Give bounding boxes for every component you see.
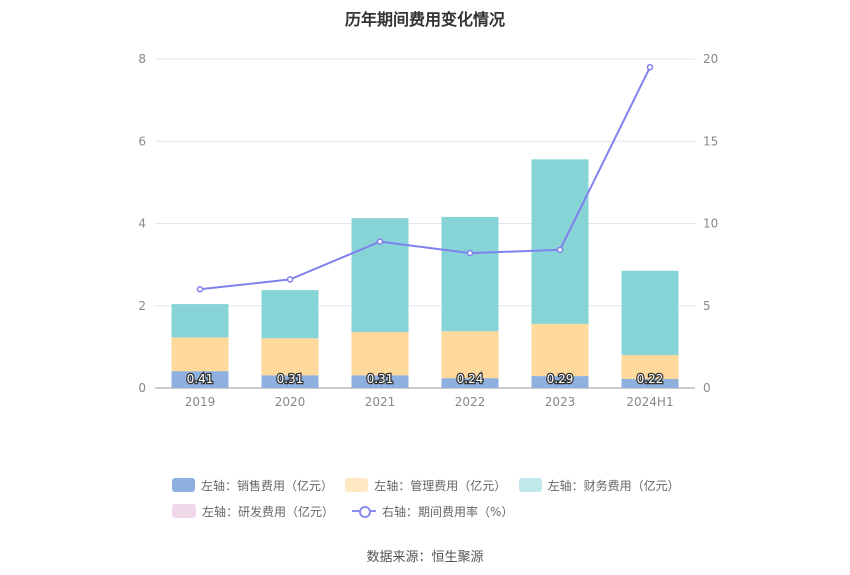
legend-item-ratio[interactable]: 右轴：期间费用率（%） <box>352 503 513 520</box>
ratio-point <box>376 238 384 245</box>
x-tick-label: 2021 <box>365 395 396 409</box>
y-right-tick-label: 10 <box>703 217 718 231</box>
chart-plot: 0 2 4 6 8 0 5 10 15 20 2019 2020 2021 2022 2023 2024H1 0… <box>138 52 718 409</box>
x-tick-label: 2020 <box>275 395 306 409</box>
data-label-sales: 0.41 <box>187 372 214 386</box>
bar-finance <box>261 290 319 339</box>
ratio-point <box>196 286 204 293</box>
legend-swatch-sales <box>172 478 195 492</box>
bar-admin <box>441 331 499 379</box>
bar-admin <box>171 337 229 372</box>
y-left-tick-label: 0 <box>138 381 146 395</box>
legend-label-admin: 左轴：管理费用（亿元） <box>374 478 507 493</box>
legend-label-sales: 左轴：销售费用（亿元） <box>200 478 333 493</box>
legend-swatch-ratio <box>352 504 377 518</box>
bar-sales <box>351 375 409 388</box>
chart-title: 历年期间费用变化情况 <box>344 10 505 29</box>
bar-admin <box>351 332 409 376</box>
data-source: 数据来源：恒生聚源 <box>366 550 484 565</box>
legend-label-ratio: 右轴：期间费用率（%） <box>382 504 514 519</box>
x-tick-label: 2023 <box>545 395 576 409</box>
legend-swatch-admin <box>345 478 369 492</box>
y-left-tick-label: 4 <box>138 217 146 231</box>
legend-item-admin[interactable]: 左轴：管理费用（亿元） <box>345 477 507 494</box>
bar-finance <box>351 218 409 333</box>
y-right-tick-label: 5 <box>703 299 711 313</box>
y-left-tick-label: 8 <box>138 52 146 66</box>
legend-item-finance[interactable]: 左轴：财务费用（亿元） <box>518 477 680 494</box>
y-right-tick-label: 15 <box>703 134 718 148</box>
bar-admin <box>261 338 319 376</box>
bar-sales <box>171 371 229 388</box>
bar-sales <box>261 375 319 388</box>
x-tick-label: 2022 <box>455 395 486 409</box>
ratio-point <box>556 246 564 254</box>
bar-finance <box>441 216 499 332</box>
bar-finance <box>531 159 589 324</box>
data-label-sales: 0.24 <box>457 372 484 386</box>
ratio-point <box>286 276 294 283</box>
data-label-sales: 0.29 <box>547 372 574 386</box>
x-tick-label: 2019 <box>185 395 216 409</box>
x-tick-label: 2024H1 <box>626 395 673 409</box>
legend-label-finance: 左轴：财务费用（亿元） <box>547 478 680 493</box>
legend-item-sales[interactable]: 左轴：销售费用（亿元） <box>172 477 333 494</box>
data-label-sales: 0.31 <box>277 372 304 386</box>
legend-swatch-finance <box>518 478 542 492</box>
y-right-tick-label: 0 <box>703 381 711 395</box>
bar-sales <box>621 378 679 388</box>
data-label-sales: 0.31 <box>367 372 394 386</box>
y-left-tick-label: 2 <box>138 299 146 313</box>
legend-swatch-rd <box>172 504 196 518</box>
chart-legend: 左轴：销售费用（亿元） 左轴：管理费用（亿元） 左轴：财务费用（亿元） 左轴：研… <box>172 472 692 524</box>
bar-sales <box>441 378 499 388</box>
ratio-point <box>466 249 474 257</box>
data-label-sales: 0.22 <box>637 372 664 386</box>
bar-admin <box>531 323 589 377</box>
ratio-point <box>646 63 654 71</box>
legend-label-rd: 左轴：研发费用（亿元） <box>202 504 335 519</box>
bar-sales <box>531 376 589 388</box>
y-right-tick-label: 20 <box>703 52 718 66</box>
legend-item-rd[interactable]: 左轴：研发费用（亿元） <box>172 503 334 520</box>
y-left-tick-label: 6 <box>138 134 146 148</box>
ratio-line <box>199 66 651 291</box>
bar-admin <box>621 355 679 379</box>
bar-finance <box>621 270 679 356</box>
bar-finance <box>171 304 229 338</box>
